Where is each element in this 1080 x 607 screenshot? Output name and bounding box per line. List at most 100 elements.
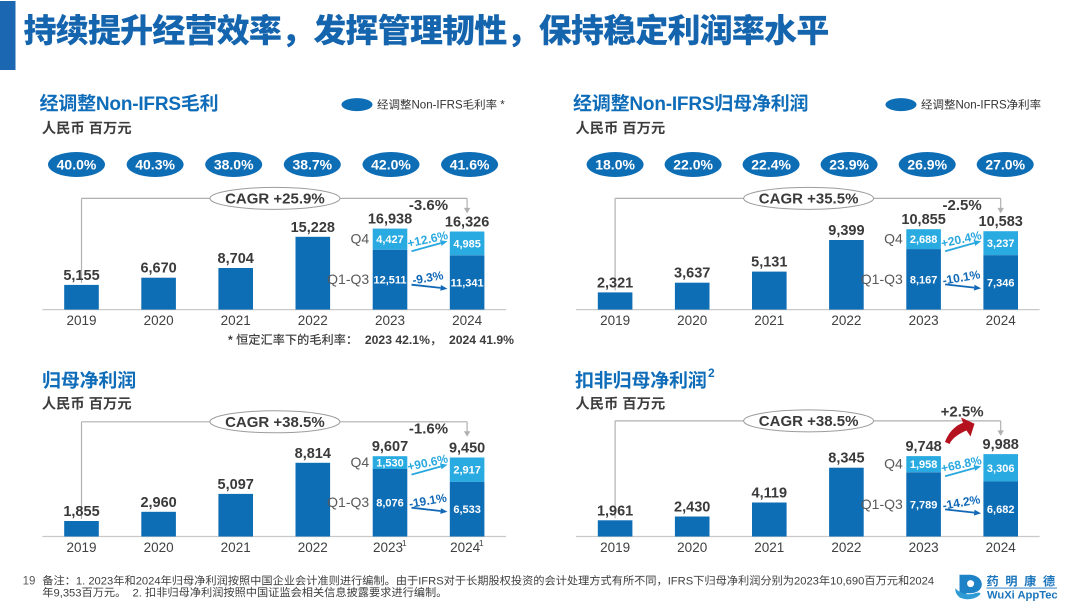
svg-text:-10.1%: -10.1% (941, 267, 981, 287)
svg-text:9,450: 9,450 (449, 441, 485, 457)
svg-text:2019: 2019 (600, 540, 630, 555)
svg-text:15,228: 15,228 (291, 220, 335, 236)
svg-text:8,345: 8,345 (828, 451, 864, 467)
svg-text:-2.5%: -2.5% (943, 197, 982, 214)
svg-text:2024: 2024 (452, 313, 483, 328)
svg-text:2021: 2021 (221, 540, 251, 555)
svg-text:2019: 2019 (66, 540, 96, 555)
svg-text:2023: 2023 (375, 313, 405, 328)
svg-text:2023: 2023 (909, 313, 939, 328)
svg-text:2021: 2021 (754, 313, 784, 328)
svg-text:5,131: 5,131 (751, 255, 787, 271)
svg-text:*: * (497, 100, 505, 112)
svg-text:-9.3%: -9.3% (411, 268, 445, 287)
svg-text:2,430: 2,430 (674, 500, 710, 516)
svg-text:16,326: 16,326 (445, 215, 489, 231)
svg-text:2024: 2024 (450, 540, 481, 555)
svg-text:2,688: 2,688 (910, 234, 938, 246)
svg-text:9,353: 9,353 (54, 587, 82, 599)
svg-text:4,427: 4,427 (376, 234, 404, 246)
svg-text:Q1-Q3: Q1-Q3 (861, 271, 903, 287)
svg-text:2020: 2020 (677, 540, 707, 555)
svg-text:2021: 2021 (754, 540, 784, 555)
svg-text:4,985: 4,985 (453, 238, 481, 250)
svg-text:2020: 2020 (144, 313, 174, 328)
svg-text:Non-IFRS: Non-IFRS (412, 100, 463, 112)
svg-text:CAGR +25.9%: CAGR +25.9% (225, 190, 325, 207)
svg-text:19: 19 (23, 576, 36, 588)
svg-text:-1.6%: -1.6% (409, 420, 448, 437)
svg-text:41.6%: 41.6% (450, 157, 490, 173)
svg-text:2,960: 2,960 (140, 495, 176, 511)
svg-text:2,321: 2,321 (597, 275, 633, 291)
svg-text:6,533: 6,533 (453, 504, 481, 516)
svg-text:10,690: 10,690 (830, 576, 864, 588)
svg-text:7,346: 7,346 (987, 277, 1015, 289)
svg-text:2023: 2023 (373, 540, 403, 555)
svg-text:23.9%: 23.9% (829, 157, 869, 173)
svg-text:16,938: 16,938 (368, 212, 412, 228)
svg-text:2021: 2021 (221, 313, 251, 328)
svg-text:18.0%: 18.0% (595, 157, 635, 173)
svg-text:2.: 2. (126, 587, 145, 599)
svg-text:9,988: 9,988 (983, 437, 1019, 453)
svg-text:Q1-Q3: Q1-Q3 (327, 271, 369, 287)
svg-text:2022: 2022 (831, 313, 861, 328)
svg-text:Q4: Q4 (884, 231, 903, 247)
svg-text:6,670: 6,670 (140, 261, 176, 277)
svg-text:2,917: 2,917 (453, 465, 481, 477)
svg-text:1,855: 1,855 (63, 504, 99, 520)
svg-text:-19.1%: -19.1% (408, 491, 448, 511)
svg-text:38.7%: 38.7% (292, 157, 332, 173)
svg-text:Q1-Q3: Q1-Q3 (861, 496, 903, 512)
svg-text:IFRS: IFRS (668, 576, 693, 588)
svg-text:-14.2%: -14.2% (941, 492, 981, 512)
svg-text:26.9%: 26.9% (907, 157, 947, 173)
svg-text:1,958: 1,958 (910, 459, 938, 471)
svg-text:1,530: 1,530 (376, 458, 404, 470)
svg-text:-3.6%: -3.6% (409, 197, 448, 214)
svg-text:2022: 2022 (298, 540, 328, 555)
svg-text:Q1-Q3: Q1-Q3 (327, 494, 369, 510)
svg-text:9,399: 9,399 (828, 223, 864, 239)
svg-text:2019: 2019 (600, 313, 630, 328)
svg-text:Q4: Q4 (351, 454, 370, 470)
svg-text:12,511: 12,511 (373, 275, 406, 287)
svg-text:1: 1 (479, 538, 484, 548)
svg-text:2024 41.9%: 2024 41.9% (442, 333, 514, 347)
svg-text:42.0%: 42.0% (371, 157, 411, 173)
svg-text:2020: 2020 (677, 313, 707, 328)
svg-text:7,789: 7,789 (910, 499, 938, 511)
svg-text:9,748: 9,748 (905, 439, 941, 455)
svg-text:2022: 2022 (298, 313, 328, 328)
svg-text:CAGR +38.5%: CAGR +38.5% (225, 414, 325, 431)
svg-text:2: 2 (708, 366, 715, 380)
svg-text:CAGR +38.5%: CAGR +38.5% (759, 413, 859, 430)
svg-text:2023: 2023 (909, 540, 939, 555)
svg-text:3,237: 3,237 (987, 238, 1015, 250)
svg-text:Non-IFRS: Non-IFRS (629, 94, 714, 115)
svg-text:Q4: Q4 (884, 456, 903, 472)
svg-text:2024: 2024 (136, 576, 161, 588)
svg-text:22.0%: 22.0% (673, 157, 713, 173)
svg-text:+2.5%: +2.5% (941, 403, 984, 420)
svg-text:8,076: 8,076 (376, 498, 404, 510)
svg-text:1. 2023: 1. 2023 (76, 576, 113, 588)
svg-text:1: 1 (402, 538, 407, 548)
svg-text:11,341: 11,341 (451, 278, 484, 290)
svg-text:Non-IFRS: Non-IFRS (96, 94, 181, 115)
svg-text:2020: 2020 (144, 540, 174, 555)
svg-text:2024: 2024 (986, 540, 1017, 555)
svg-text:40.0%: 40.0% (57, 157, 97, 173)
svg-text:4,119: 4,119 (752, 486, 788, 502)
svg-text:22.4%: 22.4% (751, 157, 791, 173)
svg-text:10,583: 10,583 (979, 214, 1023, 230)
svg-text:27.0%: 27.0% (985, 157, 1025, 173)
svg-text:5,097: 5,097 (218, 477, 254, 493)
svg-text:Q4: Q4 (351, 231, 370, 247)
svg-text:8,814: 8,814 (295, 446, 331, 462)
svg-text:8,167: 8,167 (910, 274, 938, 286)
svg-text:2023 42.1%: 2023 42.1% (358, 333, 430, 347)
svg-text:5,155: 5,155 (63, 268, 99, 284)
svg-text:6,682: 6,682 (987, 504, 1015, 516)
